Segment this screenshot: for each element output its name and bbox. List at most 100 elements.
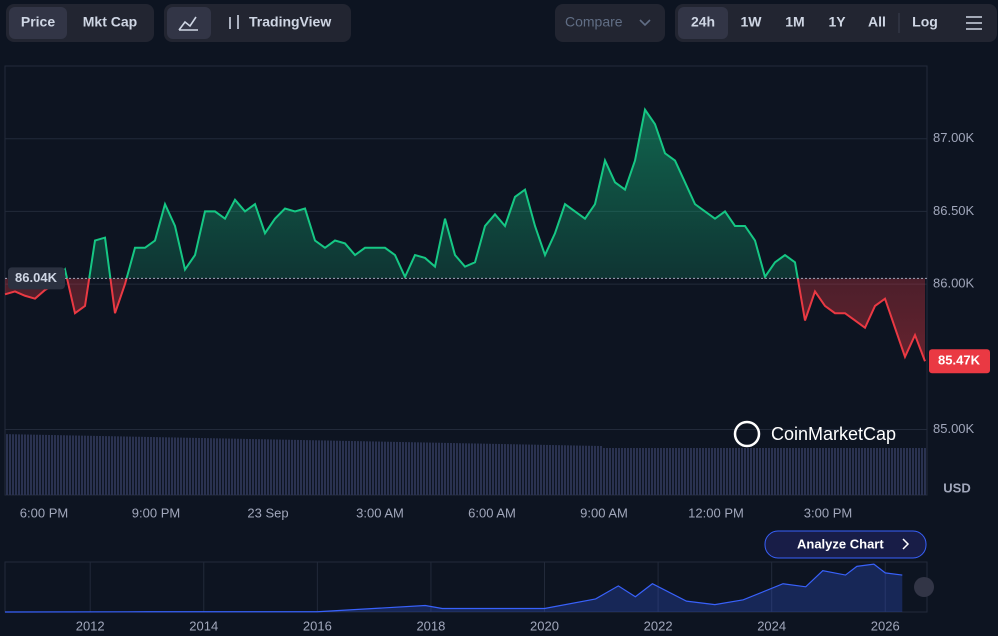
volume-bar	[870, 448, 872, 495]
volume-bar	[264, 439, 266, 495]
volume-bar	[273, 439, 275, 495]
volume-bar	[801, 448, 803, 495]
volume-bar	[798, 448, 800, 495]
volume-bar	[195, 437, 197, 495]
log-label[interactable]: Log	[912, 14, 938, 30]
volume-bar	[132, 436, 134, 495]
volume-bar	[588, 445, 590, 495]
x-tick-label: 3:00 AM	[356, 505, 404, 520]
year-label: 2024	[757, 618, 786, 633]
range-label[interactable]: 24h	[691, 14, 715, 30]
line-button[interactable]	[167, 7, 211, 39]
volume-bar	[126, 436, 128, 495]
volume-bar	[600, 446, 602, 495]
volume-bar	[393, 441, 395, 495]
volume-bar	[471, 443, 473, 495]
volume-bar	[897, 448, 899, 495]
range-label[interactable]: 1Y	[828, 14, 846, 30]
volume-bar	[150, 437, 152, 495]
volume-bar	[111, 436, 113, 495]
volume-bar	[123, 436, 125, 495]
volume-bar	[678, 448, 680, 495]
volume-bar	[462, 443, 464, 495]
volume-bar	[708, 448, 710, 495]
range-label[interactable]: 1M	[785, 14, 804, 30]
volume-bar	[645, 448, 647, 495]
volume-bar	[18, 434, 20, 495]
volume-bar	[591, 445, 593, 495]
y-tick-label: 86.00K	[933, 276, 975, 291]
volume-bar	[633, 448, 635, 495]
volume-bar	[135, 436, 137, 495]
volume-bar	[300, 440, 302, 495]
volume-bar	[177, 437, 179, 495]
volume-bar	[876, 448, 878, 495]
price-line-up	[57, 107, 799, 279]
volume-bar	[831, 448, 833, 495]
volume-bar	[612, 448, 614, 495]
price-label[interactable]: Price	[21, 14, 55, 30]
x-tick-label: 12:00 PM	[688, 505, 744, 520]
volume-bar	[891, 448, 893, 495]
range-label[interactable]: 1W	[741, 14, 763, 30]
volume-bar	[720, 448, 722, 495]
volume-bar	[447, 442, 449, 495]
settings-icon[interactable]	[966, 16, 982, 30]
volume-bar	[315, 440, 317, 495]
volume-bar	[495, 443, 497, 495]
volume-bar	[72, 435, 74, 495]
analyze-label[interactable]: Analyze Chart	[797, 536, 884, 551]
volume-bar	[96, 435, 98, 495]
price-line-down	[4, 278, 926, 362]
volume-bar	[237, 438, 239, 495]
analyze-button[interactable]	[764, 530, 927, 559]
volume-bar	[837, 448, 839, 495]
volume-bar	[351, 441, 353, 495]
volume-bar	[636, 448, 638, 495]
volume-bar	[894, 448, 896, 495]
tradingview-label[interactable]: TradingView	[249, 14, 331, 30]
volume-bar	[330, 440, 332, 495]
volume-bar	[54, 435, 56, 495]
brand-logo	[733, 420, 761, 448]
volume-bar	[411, 442, 413, 495]
volume-bar	[78, 435, 80, 495]
volume-bar	[225, 438, 227, 495]
range-label[interactable]: All	[868, 14, 886, 30]
volume-bar	[615, 448, 617, 495]
volume-bar	[855, 448, 857, 495]
volume-bar	[729, 448, 731, 495]
volume-bar	[828, 448, 830, 495]
volume-bar	[726, 448, 728, 495]
volume-bar	[90, 435, 92, 495]
volume-bar	[12, 434, 14, 495]
volume-bar	[270, 439, 272, 495]
year-label: 2014	[189, 618, 218, 633]
compare-button[interactable]	[555, 4, 665, 42]
line-icon	[178, 16, 198, 31]
mktcap-label[interactable]: Mkt Cap	[83, 14, 137, 30]
volume-bar	[204, 438, 206, 495]
year-label: 2012	[76, 618, 105, 633]
volume-bar	[813, 448, 815, 495]
volume-bar	[369, 441, 371, 495]
x-tick-label: 9:00 AM	[580, 505, 628, 520]
candle-icon	[229, 15, 239, 29]
compare-label[interactable]: Compare	[565, 14, 623, 30]
volume-bar	[87, 435, 89, 495]
volume-bar	[504, 444, 506, 495]
volume-bar	[789, 448, 791, 495]
volume-bar	[219, 438, 221, 495]
volume-bar	[363, 441, 365, 495]
chevron	[639, 19, 651, 27]
pause-button[interactable]	[914, 577, 934, 597]
volume-bar	[753, 448, 755, 495]
volume-bar	[780, 448, 782, 495]
volume-bar	[210, 438, 212, 495]
volume-bar	[552, 445, 554, 495]
volume-bar	[288, 439, 290, 495]
volume-bar	[141, 436, 143, 495]
volume-bar	[63, 435, 65, 495]
price-button[interactable]	[9, 7, 67, 39]
volume-bar	[795, 448, 797, 495]
